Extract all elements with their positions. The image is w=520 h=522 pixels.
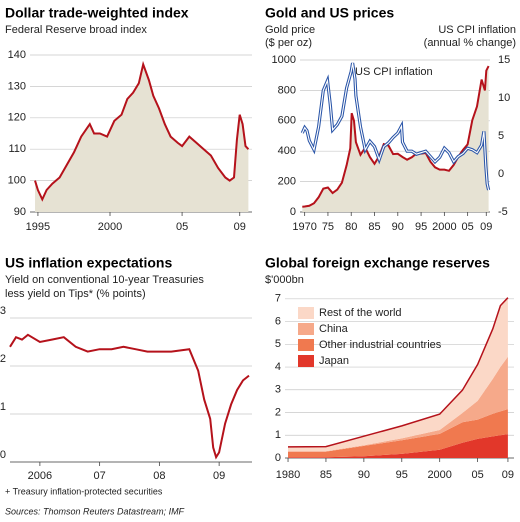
y-tick-label: 3: [275, 384, 281, 396]
x-tick-label: 09: [502, 469, 514, 481]
x-tick-label: 2000: [432, 221, 456, 233]
x-tick-label: 75: [322, 221, 334, 233]
line: [34, 60, 250, 202]
y-tick-label: 4: [275, 361, 281, 373]
x-tick-label: 90: [358, 469, 370, 481]
area: [35, 64, 249, 213]
x-tick-label: 1970: [292, 221, 316, 233]
subtitle: Federal Reserve broad index: [5, 24, 147, 36]
stack-area: [288, 409, 508, 458]
x-tick-label: 05: [176, 221, 188, 233]
annotation: US CPI inflation: [355, 66, 433, 78]
x-tick-label: 85: [320, 469, 332, 481]
y2-tick-label: 5: [498, 130, 504, 142]
y-tick-label: 0: [275, 452, 281, 464]
legend-label: China: [319, 323, 349, 335]
y-tick-label: 130: [8, 80, 26, 92]
stack-area: [288, 297, 508, 452]
y2-tick-label: 10: [498, 92, 510, 104]
y-tick-label: 0: [0, 449, 6, 461]
chart-title: Global foreign exchange reserves: [265, 255, 490, 271]
x-tick-label: 85: [368, 221, 380, 233]
x-tick-label: 2006: [28, 470, 52, 482]
y-tick-label: 3: [0, 305, 6, 317]
x-tick-label: 95: [415, 221, 427, 233]
x-tick-label: 08: [153, 470, 165, 482]
stack-area: [288, 434, 508, 458]
y-tick-label: 5: [275, 338, 281, 350]
legend-label: Rest of the world: [319, 307, 402, 319]
chart-title: US inflation expectations: [5, 255, 172, 271]
y2-tick-label: -5: [498, 206, 508, 218]
chart-title: Dollar trade-weighted index: [5, 5, 189, 21]
subtitle: $'000bn: [265, 274, 304, 286]
x-tick-label: 2000: [427, 469, 451, 481]
y-tick-label: 120: [8, 112, 26, 124]
x-tick-label: 80: [345, 221, 357, 233]
x-tick-label: 1980: [276, 469, 300, 481]
y-tick-label: 2: [0, 353, 6, 365]
y2-axis-label: (annual % change): [424, 37, 516, 49]
y-tick-label: 100: [8, 175, 26, 187]
y-tick-label: 200: [278, 176, 296, 188]
top-edge: [287, 297, 509, 448]
x-tick-label: 1995: [26, 221, 50, 233]
y2-tick-label: 15: [498, 54, 510, 66]
x-tick-label: 95: [396, 469, 408, 481]
y-axis-label: Gold price: [265, 24, 315, 36]
x-tick-label: 05: [462, 221, 474, 233]
y-tick-label: 800: [278, 84, 296, 96]
legend-swatch: [298, 323, 314, 335]
x-tick-label: 09: [213, 470, 225, 482]
y-tick-label: 90: [14, 206, 26, 218]
y-tick-label: 0: [290, 206, 296, 218]
subtitle: less yield on Tips* (% points): [5, 288, 146, 300]
y-tick-label: 600: [278, 115, 296, 127]
x-tick-label: 09: [234, 221, 246, 233]
y-tick-label: 1000: [272, 54, 296, 66]
chart-title: Gold and US prices: [265, 5, 394, 21]
legend-swatch: [298, 307, 314, 319]
line: [9, 333, 250, 460]
line: [302, 65, 490, 208]
legend-swatch: [298, 339, 314, 351]
y-tick-label: 2: [275, 406, 281, 418]
y-tick-label: 7: [275, 293, 281, 305]
x-tick-label: 2000: [98, 221, 122, 233]
y-tick-label: 1: [275, 429, 281, 441]
y-tick-label: 140: [8, 49, 26, 61]
y-tick-label: 1: [0, 401, 6, 413]
y2-axis-label: US CPI inflation: [438, 24, 516, 36]
y-tick-label: 110: [8, 143, 26, 155]
x-tick-label: 07: [94, 470, 106, 482]
x-tick-label: 90: [392, 221, 404, 233]
x-tick-label: 09: [480, 221, 492, 233]
y-tick-label: 6: [275, 315, 281, 327]
legend-label: Japan: [319, 355, 349, 367]
legend-swatch: [298, 355, 314, 367]
legend-label: Other industrial countries: [319, 339, 442, 351]
line-highlight: [301, 62, 490, 191]
y-axis-label: ($ per oz): [265, 37, 312, 49]
y-tick-label: 400: [278, 145, 296, 157]
source: Sources: Thomson Reuters Datastream; IMF: [5, 506, 185, 516]
subtitle: Yield on conventional 10-year Treasuries: [5, 274, 204, 286]
x-tick-label: 05: [471, 469, 483, 481]
y2-tick-label: 0: [498, 168, 504, 180]
footnote: + Treasury inflation-protected securitie…: [5, 486, 163, 496]
area: [302, 66, 489, 212]
